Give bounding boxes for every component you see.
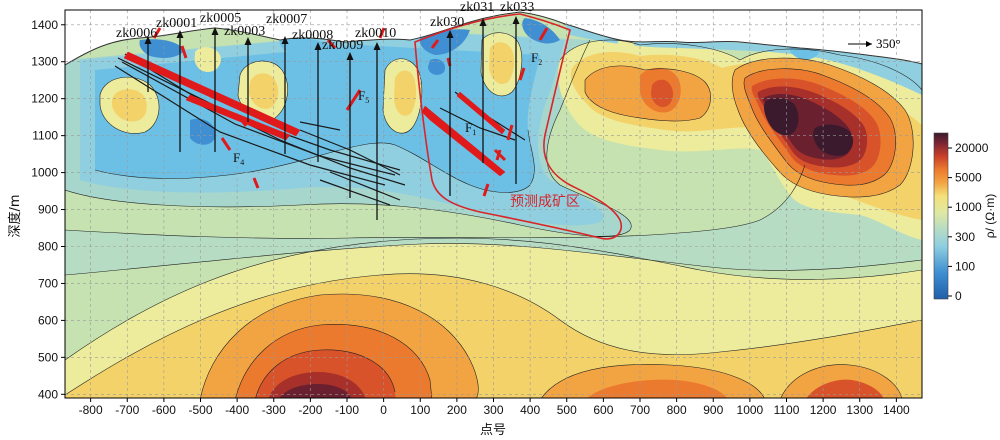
fault-label-f5: F5 <box>358 88 369 105</box>
x-tick-label: -600 <box>152 403 176 417</box>
y-axis-label: 深度/m <box>7 194 23 237</box>
drill-hole-arrow-icon <box>211 27 219 35</box>
drill-hole-label: zk0008 <box>292 28 333 43</box>
drill-hole-label: zk0006 <box>116 26 157 41</box>
x-tick-label: -100 <box>335 403 359 417</box>
y-tick-label: 400 <box>38 387 58 401</box>
colorbar-tick-label: 20000 <box>955 141 989 155</box>
drill-hole-arrow-icon <box>244 37 252 45</box>
colorbar-tick-label: 5000 <box>955 171 982 185</box>
y-tick-label: 1000 <box>31 166 58 180</box>
topography-line <box>64 11 923 66</box>
colorbar-label: ρ/ (Ω·m) <box>983 194 997 238</box>
drill-hole-label: zk0007 <box>266 12 307 27</box>
contour-lines <box>65 32 922 398</box>
y-tick-label: 800 <box>38 239 58 253</box>
x-tick-label: 100 <box>410 403 430 417</box>
drill-hole-arrow-icon <box>346 52 354 60</box>
y-tick-label: 500 <box>38 350 58 364</box>
drill-hole-arrow-icon <box>281 36 289 44</box>
drill-hole-arrow-icon <box>479 18 487 26</box>
x-tick-label: 600 <box>593 403 613 417</box>
colorbar-tick-label: 1000 <box>955 200 982 214</box>
x-tick-label: 1100 <box>774 403 800 417</box>
x-tick-label: 1200 <box>810 403 837 417</box>
fault-label-f4: F4 <box>233 150 244 167</box>
y-tick-label: 900 <box>38 203 58 217</box>
x-tick-label: -700 <box>115 403 139 417</box>
x-tick-label: 1000 <box>737 403 764 417</box>
x-tick-label: 900 <box>703 403 723 417</box>
x-tick-label: -500 <box>188 403 212 417</box>
fault-label-f2: F2 <box>531 50 542 67</box>
predicted-zone-label: 预测成矿区 <box>510 194 580 210</box>
x-axis-ticks: -800 -700 -600 -500 -400 -300 -200 -100 0 100 200 3… <box>79 398 910 417</box>
drill-hole-label: zk031 <box>460 0 494 15</box>
predicted-zone-outline <box>414 13 622 240</box>
y-tick-label: 1400 <box>31 18 58 32</box>
drill-hole-label: zk0001 <box>156 16 197 31</box>
y-tick-label: 600 <box>38 313 58 327</box>
x-axis-label: 点号 <box>480 423 506 438</box>
drill-hole-label: zk033 <box>500 0 534 15</box>
drill-hole-label: zk0010 <box>355 26 396 41</box>
y-tick-label: 1100 <box>32 129 58 143</box>
contour-fill <box>65 12 922 398</box>
direction-label: 350° <box>876 36 901 51</box>
x-tick-label: 500 <box>557 403 577 417</box>
drill-hole-arrow-icon <box>373 42 381 50</box>
drill-hole-arrow-icon <box>512 16 520 24</box>
drill-hole-label: zk0005 <box>200 11 241 26</box>
x-tick-label: -800 <box>79 403 103 417</box>
x-tick-label: 400 <box>520 403 540 417</box>
direction-indicator: 350° <box>848 36 901 51</box>
x-tick-label: 800 <box>667 403 687 417</box>
ore-bodies <box>123 27 549 197</box>
drill-hole-arrow-icon <box>176 30 184 38</box>
y-tick-label: 1200 <box>31 92 58 106</box>
x-tick-label: 1400 <box>883 403 910 417</box>
x-tick-label: -200 <box>298 403 322 417</box>
y-tick-label: 1300 <box>31 55 58 69</box>
colorbar-tick-label: 300 <box>955 230 975 244</box>
drill-hole-label: zk0003 <box>224 24 265 39</box>
drill-hole-arrow-icon <box>144 36 152 44</box>
direction-arrow-icon <box>866 41 872 47</box>
y-tick-label: 700 <box>38 276 58 290</box>
x-tick-label: -400 <box>225 403 249 417</box>
colorbar-tick-label: 0 <box>955 289 962 303</box>
x-tick-label: 200 <box>447 403 467 417</box>
drill-hole-arrow-icon <box>446 30 454 38</box>
colorbar-tick-label: 100 <box>955 259 975 273</box>
x-tick-label: 0 <box>380 403 387 417</box>
gridlines <box>65 10 922 398</box>
drill-hole-label: zk0009 <box>322 38 363 53</box>
x-tick-label: 300 <box>483 403 503 417</box>
y-axis-ticks: 400 500 600 700 800 900 1000 1100 1200 1300 1400 <box>31 18 65 401</box>
fault-label-f1: F1 <box>465 120 476 137</box>
x-tick-label: 700 <box>630 403 650 417</box>
x-tick-label: 1300 <box>846 403 873 417</box>
drill-hole-arrow-icon <box>314 42 322 50</box>
colorbar-scale <box>933 132 949 300</box>
x-tick-label: -300 <box>262 403 286 417</box>
drill-hole-label: zk030 <box>430 15 464 30</box>
